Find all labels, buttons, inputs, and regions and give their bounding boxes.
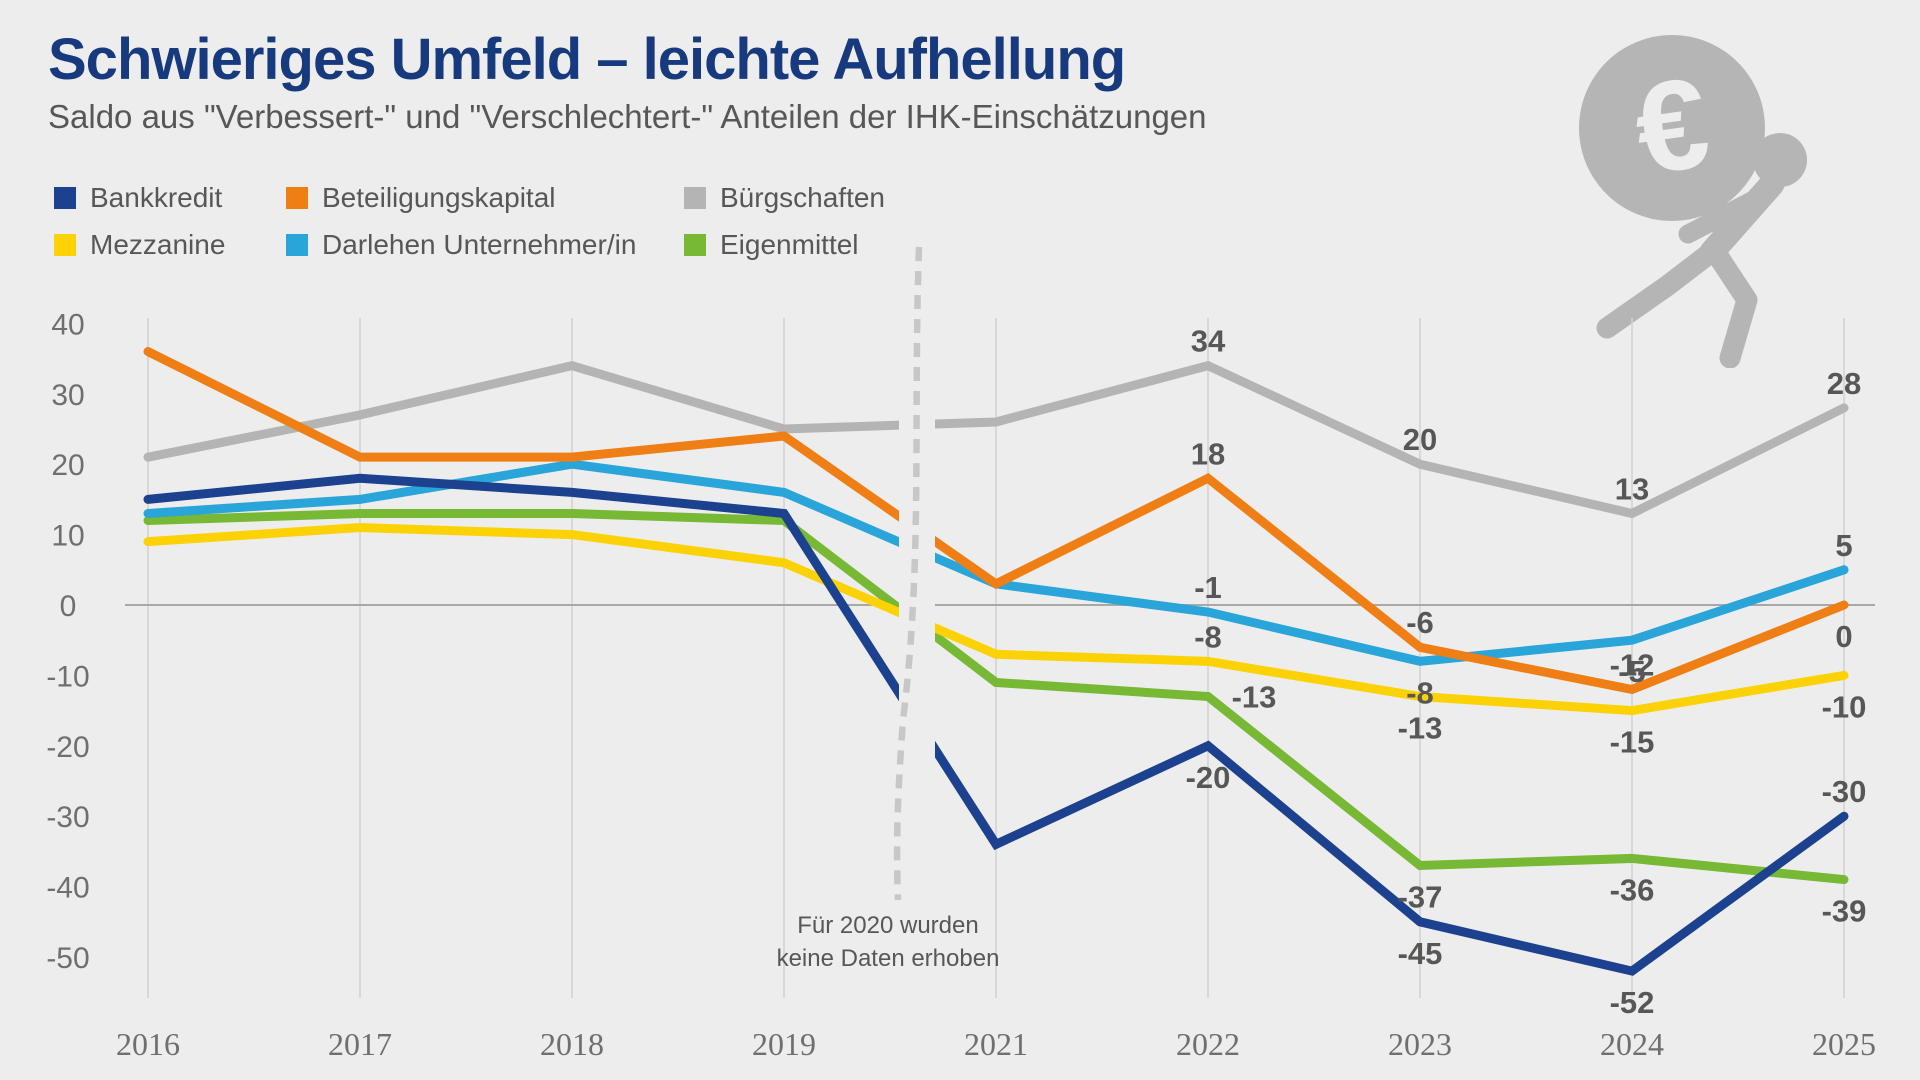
missing-data-gap	[899, 240, 935, 998]
x-axis-label: 2023	[1388, 1026, 1452, 1062]
legend-swatch	[684, 187, 706, 209]
legend-label: Eigenmittel	[720, 229, 859, 260]
legend-swatch	[54, 187, 76, 209]
data-label-darlehen-2024: -5	[1618, 654, 1646, 689]
y-axis-label: -20	[46, 731, 89, 764]
data-label-eigenmittel-2025: -39	[1822, 894, 1867, 929]
data-label-buergschaften-2023: 20	[1403, 422, 1437, 457]
data-label-beteiligungskapital-2023: -6	[1406, 605, 1434, 640]
legend-item-beteiligungskapital: Beteiligungskapital	[286, 182, 684, 214]
data-label-darlehen-2022: -1	[1194, 570, 1222, 605]
missing-data-note: keine Daten erhoben	[777, 945, 1000, 972]
legend-label: Bürgschaften	[720, 182, 885, 213]
data-label-bankkredit-2022: -20	[1186, 760, 1231, 795]
x-axis-label: 2017	[328, 1026, 392, 1062]
legend: Bankkredit Beteiligungskapital Bürgschafte…	[54, 182, 885, 261]
legend-swatch	[286, 234, 308, 256]
x-axis-label: 2025	[1812, 1026, 1876, 1062]
data-label-bankkredit-2025: -30	[1822, 774, 1867, 809]
y-axis-label: 20	[51, 449, 84, 482]
y-axis-label: -10	[46, 660, 89, 693]
data-label-buergschaften-2025: 28	[1827, 366, 1861, 401]
y-axis-label: -40	[46, 872, 89, 905]
series-line-beteiligungskapital	[143, 347, 1849, 695]
chart-subtitle: Saldo aus "Verbessert-" und "Verschlecht…	[48, 98, 1207, 135]
series-line-buergschaften	[143, 360, 1849, 519]
data-label-darlehen-2023: -8	[1406, 675, 1434, 710]
missing-data-divider	[893, 246, 923, 901]
data-label-eigenmittel-2022: -13	[1232, 680, 1277, 715]
data-label-eigenmittel-2024: -36	[1610, 872, 1655, 907]
data-label-beteiligungskapital-2025: 0	[1835, 619, 1852, 654]
data-label-mezzanine-2024: -15	[1610, 725, 1655, 760]
data-label-mezzanine-2023: -13	[1398, 711, 1443, 746]
data-label-eigenmittel-2023: -37	[1398, 879, 1443, 914]
legend-item-eigenmittel: Eigenmittel	[684, 229, 885, 261]
x-axis-label: 2021	[964, 1026, 1028, 1062]
data-label-darlehen-2025: 5	[1835, 528, 1852, 563]
euro-carrier-icon: €	[1579, 35, 1807, 368]
data-label-mezzanine-2025: -10	[1822, 689, 1867, 724]
legend-swatch	[286, 187, 308, 209]
series-line-eigenmittel	[143, 508, 1849, 885]
series-line-bankkredit	[143, 473, 1849, 976]
legend-item-darlehen: Darlehen Unternehmer/in	[286, 229, 684, 261]
data-label-bankkredit-2024: -52	[1610, 985, 1655, 1020]
legend-item-mezzanine: Mezzanine	[54, 229, 286, 261]
legend-item-buergschaften: Bürgschaften	[684, 182, 885, 214]
data-label-mezzanine-2022: -8	[1194, 619, 1222, 654]
x-axis-label: 2024	[1600, 1026, 1664, 1062]
data-label-buergschaften-2022: 34	[1191, 324, 1226, 359]
legend-swatch	[54, 234, 76, 256]
y-axis-label: 40	[51, 308, 84, 341]
euro-coin	[1579, 35, 1765, 221]
y-axis-label: -50	[46, 942, 89, 975]
y-axis-label: 0	[60, 590, 77, 623]
series-line-mezzanine	[143, 523, 1849, 716]
legend-label: Bankkredit	[90, 182, 223, 213]
data-label-beteiligungskapital-2022: 18	[1191, 436, 1225, 471]
legend-item-bankkredit: Bankkredit	[54, 182, 286, 214]
x-axis-label: 2022	[1176, 1026, 1240, 1062]
data-label-buergschaften-2024: 13	[1615, 471, 1649, 506]
runner-body	[1596, 171, 1785, 368]
data-label-beteiligungskapital-2024: -12	[1610, 647, 1655, 682]
x-axis-label: 2019	[752, 1026, 816, 1062]
data-label-bankkredit-2023: -45	[1398, 936, 1443, 971]
y-axis-label: -30	[46, 801, 89, 834]
y-axis-label: 10	[51, 520, 84, 553]
legend-label: Mezzanine	[90, 229, 226, 260]
x-axis-label: 2016	[116, 1026, 180, 1062]
legend-label: Beteiligungskapital	[322, 182, 556, 213]
legend-swatch	[684, 234, 706, 256]
missing-data-note: Für 2020 wurden	[797, 912, 978, 939]
x-axis-label: 2018	[540, 1026, 604, 1062]
chart-title: Schwieriges Umfeld – leichte Aufhellung	[48, 27, 1126, 92]
legend-label: Darlehen Unternehmer/in	[322, 229, 637, 260]
y-axis-label: 30	[51, 379, 84, 412]
